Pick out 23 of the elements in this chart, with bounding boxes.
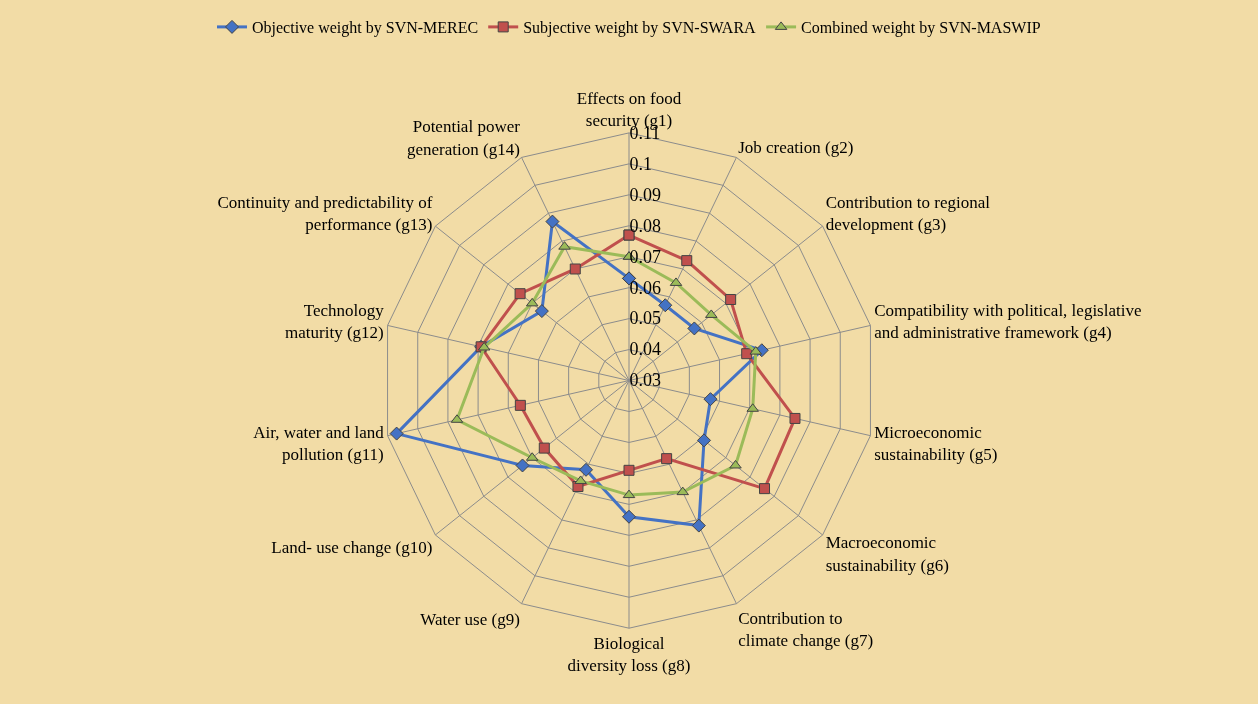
legend-label: Subjective weight by SVN-SWARA <box>523 19 757 38</box>
legend-label: Combined weight by SVN-MASWIP <box>801 19 1041 38</box>
spoke-label: Technology maturity (g12) <box>285 301 385 343</box>
y-tick-label: 0.03 <box>629 370 661 391</box>
spoke-label: Biological diversity loss (g8) <box>567 634 691 676</box>
spoke-label: Water use (g9) <box>420 610 520 630</box>
y-tick-label: 0.05 <box>629 308 661 329</box>
y-tick-label: 0.09 <box>629 184 661 205</box>
spoke-label: Land- use change (g10) <box>271 537 433 557</box>
spoke-label: Air, water and land pollution (g11) <box>253 422 385 464</box>
legend-label: Objective weight by SVN-MEREC <box>252 19 479 38</box>
spoke-label: Macroeconomic sustainability (g6) <box>825 533 949 575</box>
spoke-label: Compatibility with political, legislative and administrative framework (g4) <box>874 301 1142 343</box>
spoke-label: Microeconomic sustainability (g5) <box>874 422 998 464</box>
spoke-label: Job creation (g2) <box>738 138 854 158</box>
spoke-label: Contribution to regional development (g3) <box>825 193 991 235</box>
spoke-label: Potential power generation (g14) <box>407 117 521 159</box>
spoke-label: Contribution to climate change (g7) <box>738 608 874 651</box>
y-tick-label: 0.08 <box>629 215 661 236</box>
y-tick-label: 0.04 <box>629 339 661 360</box>
spoke-label: Continuity and predictability of performance (g13) <box>217 193 433 235</box>
y-tick-label: 0.1 <box>629 153 652 174</box>
y-tick-label: 0.07 <box>629 246 661 267</box>
